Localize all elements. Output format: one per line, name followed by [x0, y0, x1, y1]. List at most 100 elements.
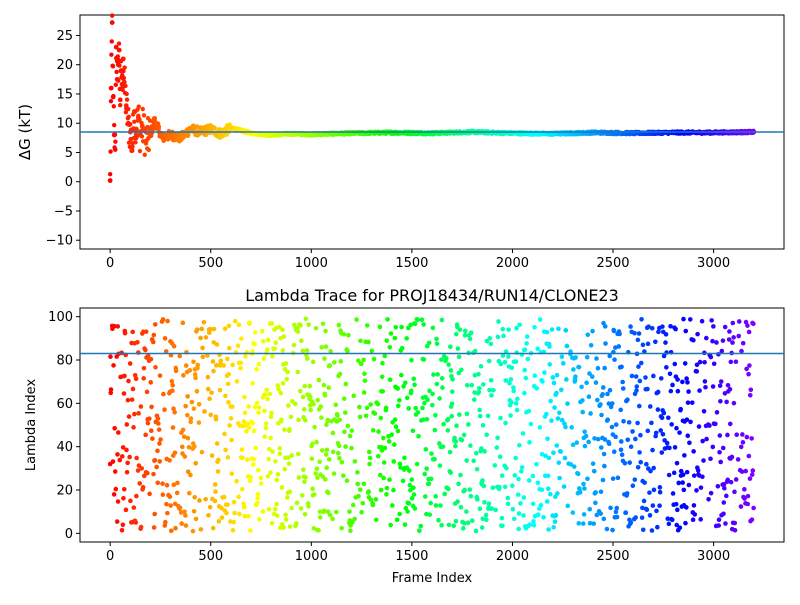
delta-g-point [107, 172, 113, 177]
lambda-point [350, 502, 356, 508]
lambda-point [240, 455, 245, 461]
lambda-point [495, 435, 500, 441]
lambda-point [685, 400, 691, 405]
lambda-point [727, 329, 732, 334]
lambda-point [181, 373, 186, 378]
lambda-point [544, 411, 549, 417]
lambda-point [268, 414, 274, 419]
delta-g-point [123, 110, 129, 115]
lambda-point [194, 389, 200, 394]
lambda-point [482, 449, 487, 454]
lambda-point [115, 499, 121, 504]
lambda-point [126, 378, 131, 384]
lambda-point [238, 360, 244, 366]
lambda-point [162, 336, 168, 341]
lambda-point [464, 382, 470, 388]
delta-g-point [152, 117, 157, 123]
lambda-point [214, 342, 220, 347]
lambda-point [666, 415, 671, 421]
lambda-point [605, 417, 611, 423]
lambda-point [649, 528, 655, 533]
lambda-point [609, 424, 615, 430]
lambda-point [559, 354, 565, 360]
lambda-point [341, 396, 347, 401]
lambda-point [522, 390, 527, 396]
lambda-point [476, 371, 481, 377]
lambda-point [151, 525, 157, 530]
lambda-point [464, 411, 470, 417]
lambda-point [430, 391, 435, 397]
lambda-point [600, 477, 606, 483]
lambda-point [650, 447, 655, 453]
lambda-point [665, 516, 671, 522]
lambda-point [259, 328, 265, 334]
lambda-point [729, 454, 735, 460]
lambda-point [367, 461, 372, 467]
lambda-point [424, 416, 430, 422]
lambda-point [424, 511, 429, 517]
lambda-point [247, 320, 252, 325]
lambda-point [239, 336, 244, 341]
lambda-point [532, 324, 537, 330]
lambda-point [594, 512, 600, 518]
lambda-point [296, 417, 301, 423]
lambda-point [112, 323, 117, 329]
lambda-point [630, 483, 636, 489]
lambda-point [198, 527, 204, 532]
lambda-point [357, 404, 362, 410]
lambda-point [619, 364, 624, 370]
delta-g-point [115, 62, 121, 68]
lambda-point [179, 521, 184, 526]
lambda-point [523, 375, 529, 381]
lambda-point [433, 503, 439, 508]
lambda-point [724, 399, 729, 405]
lambda-point [213, 416, 219, 422]
lambda-point [132, 372, 138, 378]
lambda-point [431, 372, 436, 377]
lambda-point [524, 334, 530, 339]
lambda-point [194, 327, 200, 332]
lambda-point [324, 422, 329, 428]
delta-g-point [133, 140, 138, 145]
lambda-point [191, 406, 197, 411]
lambda-point [677, 430, 682, 435]
delta-g-point [148, 132, 153, 138]
lambda-point [655, 407, 661, 412]
lambda-point [500, 326, 506, 332]
lambda-point [172, 409, 177, 415]
lambda-point [152, 511, 157, 517]
lambda-point [428, 476, 434, 482]
lambda-point [484, 338, 490, 344]
lambda-point [570, 442, 576, 448]
lambda-point [430, 325, 436, 331]
lambda-x-tick-label: 1500 [395, 549, 428, 564]
delta-g-point [113, 44, 119, 50]
lambda-point [163, 349, 169, 354]
lambda-point [466, 422, 471, 427]
lambda-point [221, 494, 227, 500]
lambda-point [412, 382, 417, 388]
lambda-point [265, 396, 270, 402]
lambda-point [437, 396, 442, 401]
lambda-point [210, 359, 216, 364]
lambda-point [124, 422, 130, 427]
lambda-point [719, 348, 725, 354]
lambda-point [395, 428, 401, 434]
lambda-point [388, 331, 394, 336]
lambda-point [226, 323, 232, 329]
lambda-point [657, 485, 663, 490]
lambda-point [247, 478, 253, 484]
lambda-point [397, 461, 403, 467]
lambda-point [702, 359, 707, 365]
delta-g-point [123, 103, 129, 109]
lambda-point [593, 380, 599, 385]
lambda-point [633, 374, 639, 379]
lambda-point [411, 376, 417, 382]
lambda-point [634, 388, 639, 393]
lambda-point [245, 421, 251, 426]
lambda-point [733, 477, 739, 482]
delta-g-x-tick-label: 2000 [496, 256, 529, 271]
lambda-point [457, 412, 462, 417]
lambda-point [489, 393, 494, 398]
lambda-point [527, 440, 532, 445]
